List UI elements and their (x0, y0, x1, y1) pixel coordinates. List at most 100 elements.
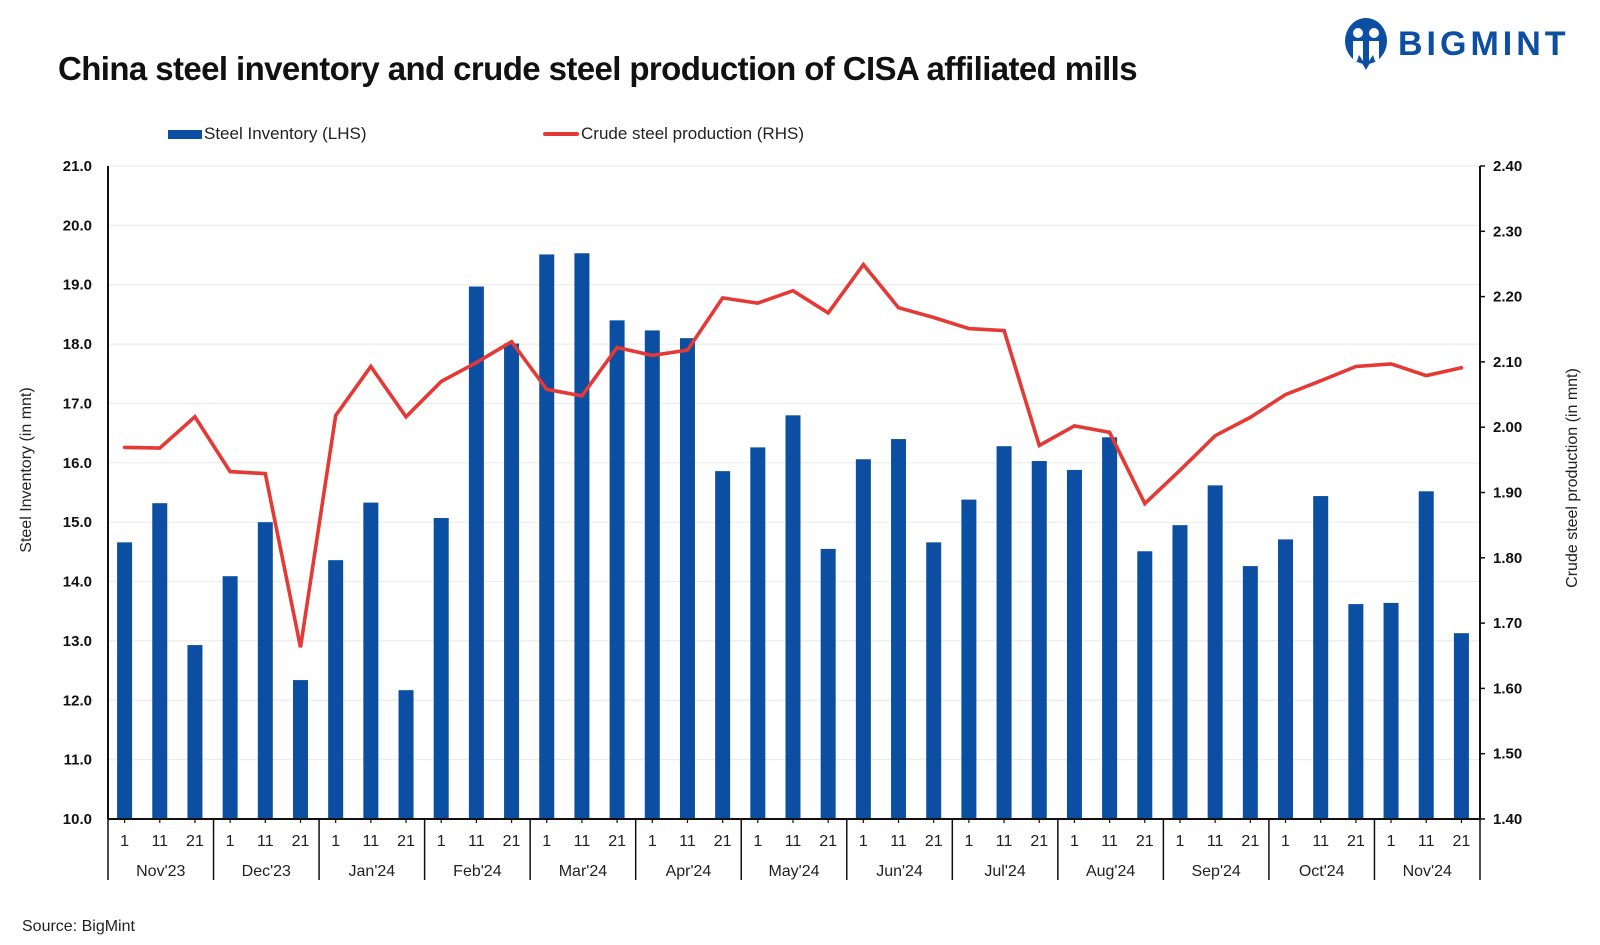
bigmint-logo: BIGMINT (1344, 16, 1570, 72)
y-left-tick-label: 14.0 (63, 574, 92, 591)
month-label: Apr'24 (666, 863, 712, 880)
legend-item-steel-inventory: Steel Inventory (LHS) (168, 124, 367, 144)
y-right-tick-label: 1.40 (1493, 811, 1522, 828)
bar-steel-inventory (609, 320, 625, 819)
y-right-tick-label: 1.60 (1493, 680, 1522, 697)
bar-steel-inventory (1137, 551, 1153, 819)
bar-steel-inventory (257, 522, 273, 819)
month-label: Nov'23 (136, 863, 185, 880)
bar-steel-inventory (961, 499, 977, 819)
day-label: 21 (714, 833, 732, 850)
day-label: 1 (859, 833, 868, 850)
day-label: 21 (186, 833, 204, 850)
bar-steel-inventory (1383, 602, 1399, 819)
day-label: 1 (753, 833, 762, 850)
month-label: Dec'23 (242, 863, 291, 880)
source-note: Source: BigMint (22, 918, 135, 935)
bar-steel-inventory (1172, 525, 1188, 819)
day-label: 21 (1453, 833, 1471, 850)
bar-steel-inventory (574, 253, 590, 820)
day-label: 21 (1347, 833, 1365, 850)
day-label: 1 (1176, 833, 1185, 850)
y-left-tick-label: 18.0 (63, 336, 92, 353)
day-label: 21 (397, 833, 415, 850)
bar-steel-inventory (715, 471, 731, 819)
bar-steel-inventory (363, 502, 379, 819)
bar-steel-inventory (328, 560, 344, 819)
day-label: 11 (151, 833, 168, 850)
month-label: May'24 (768, 863, 819, 880)
day-label: 1 (1387, 833, 1396, 850)
day-label: 1 (1070, 833, 1079, 850)
bar-steel-inventory (504, 343, 520, 819)
bar-steel-inventory (1031, 461, 1047, 819)
bar-steel-inventory (750, 447, 766, 819)
y-left-tick-label: 12.0 (63, 692, 92, 709)
day-label: 1 (542, 833, 551, 850)
y-right-tick-label: 2.30 (1493, 223, 1522, 240)
bar-steel-inventory (1313, 496, 1329, 819)
day-label: 11 (468, 833, 485, 850)
y-right-tick-label: 2.10 (1493, 354, 1522, 371)
month-label: Jun'24 (876, 863, 923, 880)
bar-steel-inventory (855, 459, 871, 819)
day-label: 11 (1312, 833, 1329, 850)
y-right-tick-label: 2.20 (1493, 289, 1522, 306)
day-label: 11 (1101, 833, 1118, 850)
day-label: 11 (890, 833, 907, 850)
bar-steel-inventory (152, 503, 168, 819)
bar-steel-inventory (539, 254, 555, 820)
bar-steel-inventory (996, 446, 1012, 819)
y-right-tick-label: 1.90 (1493, 485, 1522, 502)
bar-steel-inventory (820, 548, 836, 819)
day-label: 21 (1241, 833, 1259, 850)
day-label: 1 (1281, 833, 1290, 850)
y-left-tick-label: 21.0 (63, 158, 92, 175)
y-right-tick-label: 1.80 (1493, 550, 1522, 567)
month-label: Jan'24 (349, 863, 396, 880)
day-label: 11 (785, 833, 802, 850)
chart-legend: Steel Inventory (LHS) Crude steel produc… (0, 124, 1600, 146)
y-left-tick-label: 11.0 (64, 752, 92, 769)
bar-steel-inventory (222, 576, 238, 819)
month-label: Nov'24 (1403, 863, 1452, 880)
y-left-tick-label: 17.0 (63, 395, 92, 412)
legend-bar-swatch (168, 129, 202, 139)
bar-steel-inventory (433, 518, 449, 819)
day-label: 21 (292, 833, 310, 850)
y-left-tick-label: 10.0 (63, 811, 92, 828)
bar-steel-inventory (1418, 491, 1434, 819)
bar-steel-inventory (1348, 604, 1364, 819)
day-label: 21 (608, 833, 626, 850)
day-label: 11 (1418, 833, 1435, 850)
y-left-tick-label: 19.0 (63, 277, 92, 294)
day-label: 1 (964, 833, 973, 850)
y-left-tick-label: 20.0 (63, 217, 92, 234)
legend-line-swatch (543, 132, 579, 136)
day-label: 1 (120, 833, 129, 850)
day-label: 1 (226, 833, 235, 850)
day-label: 21 (925, 833, 943, 850)
month-label: Oct'24 (1299, 863, 1345, 880)
bar-steel-inventory (1102, 437, 1118, 819)
day-label: 21 (819, 833, 837, 850)
day-label: 1 (331, 833, 340, 850)
y-left-tick-label: 16.0 (63, 455, 92, 472)
y-right-tick-label: 1.70 (1493, 615, 1522, 632)
bar-steel-inventory (891, 439, 907, 819)
bar-steel-inventory (1207, 485, 1223, 819)
bar-steel-inventory (292, 680, 308, 819)
day-label: 11 (679, 833, 696, 850)
logo-text: BIGMINT (1398, 24, 1570, 63)
y-axis-right-title: Crude steel production (in mnt) (1564, 368, 1581, 588)
bar-steel-inventory (785, 415, 801, 819)
bar-steel-inventory (679, 338, 695, 819)
bar-steel-inventory (1278, 539, 1294, 819)
y-right-tick-label: 2.40 (1493, 158, 1522, 175)
y-axis-left-title: Steel Inventory (in mnt) (18, 387, 35, 552)
month-label: Mar'24 (559, 863, 608, 880)
month-label: Feb'24 (453, 863, 502, 880)
day-label: 11 (574, 833, 591, 850)
bar-steel-inventory (117, 542, 133, 819)
